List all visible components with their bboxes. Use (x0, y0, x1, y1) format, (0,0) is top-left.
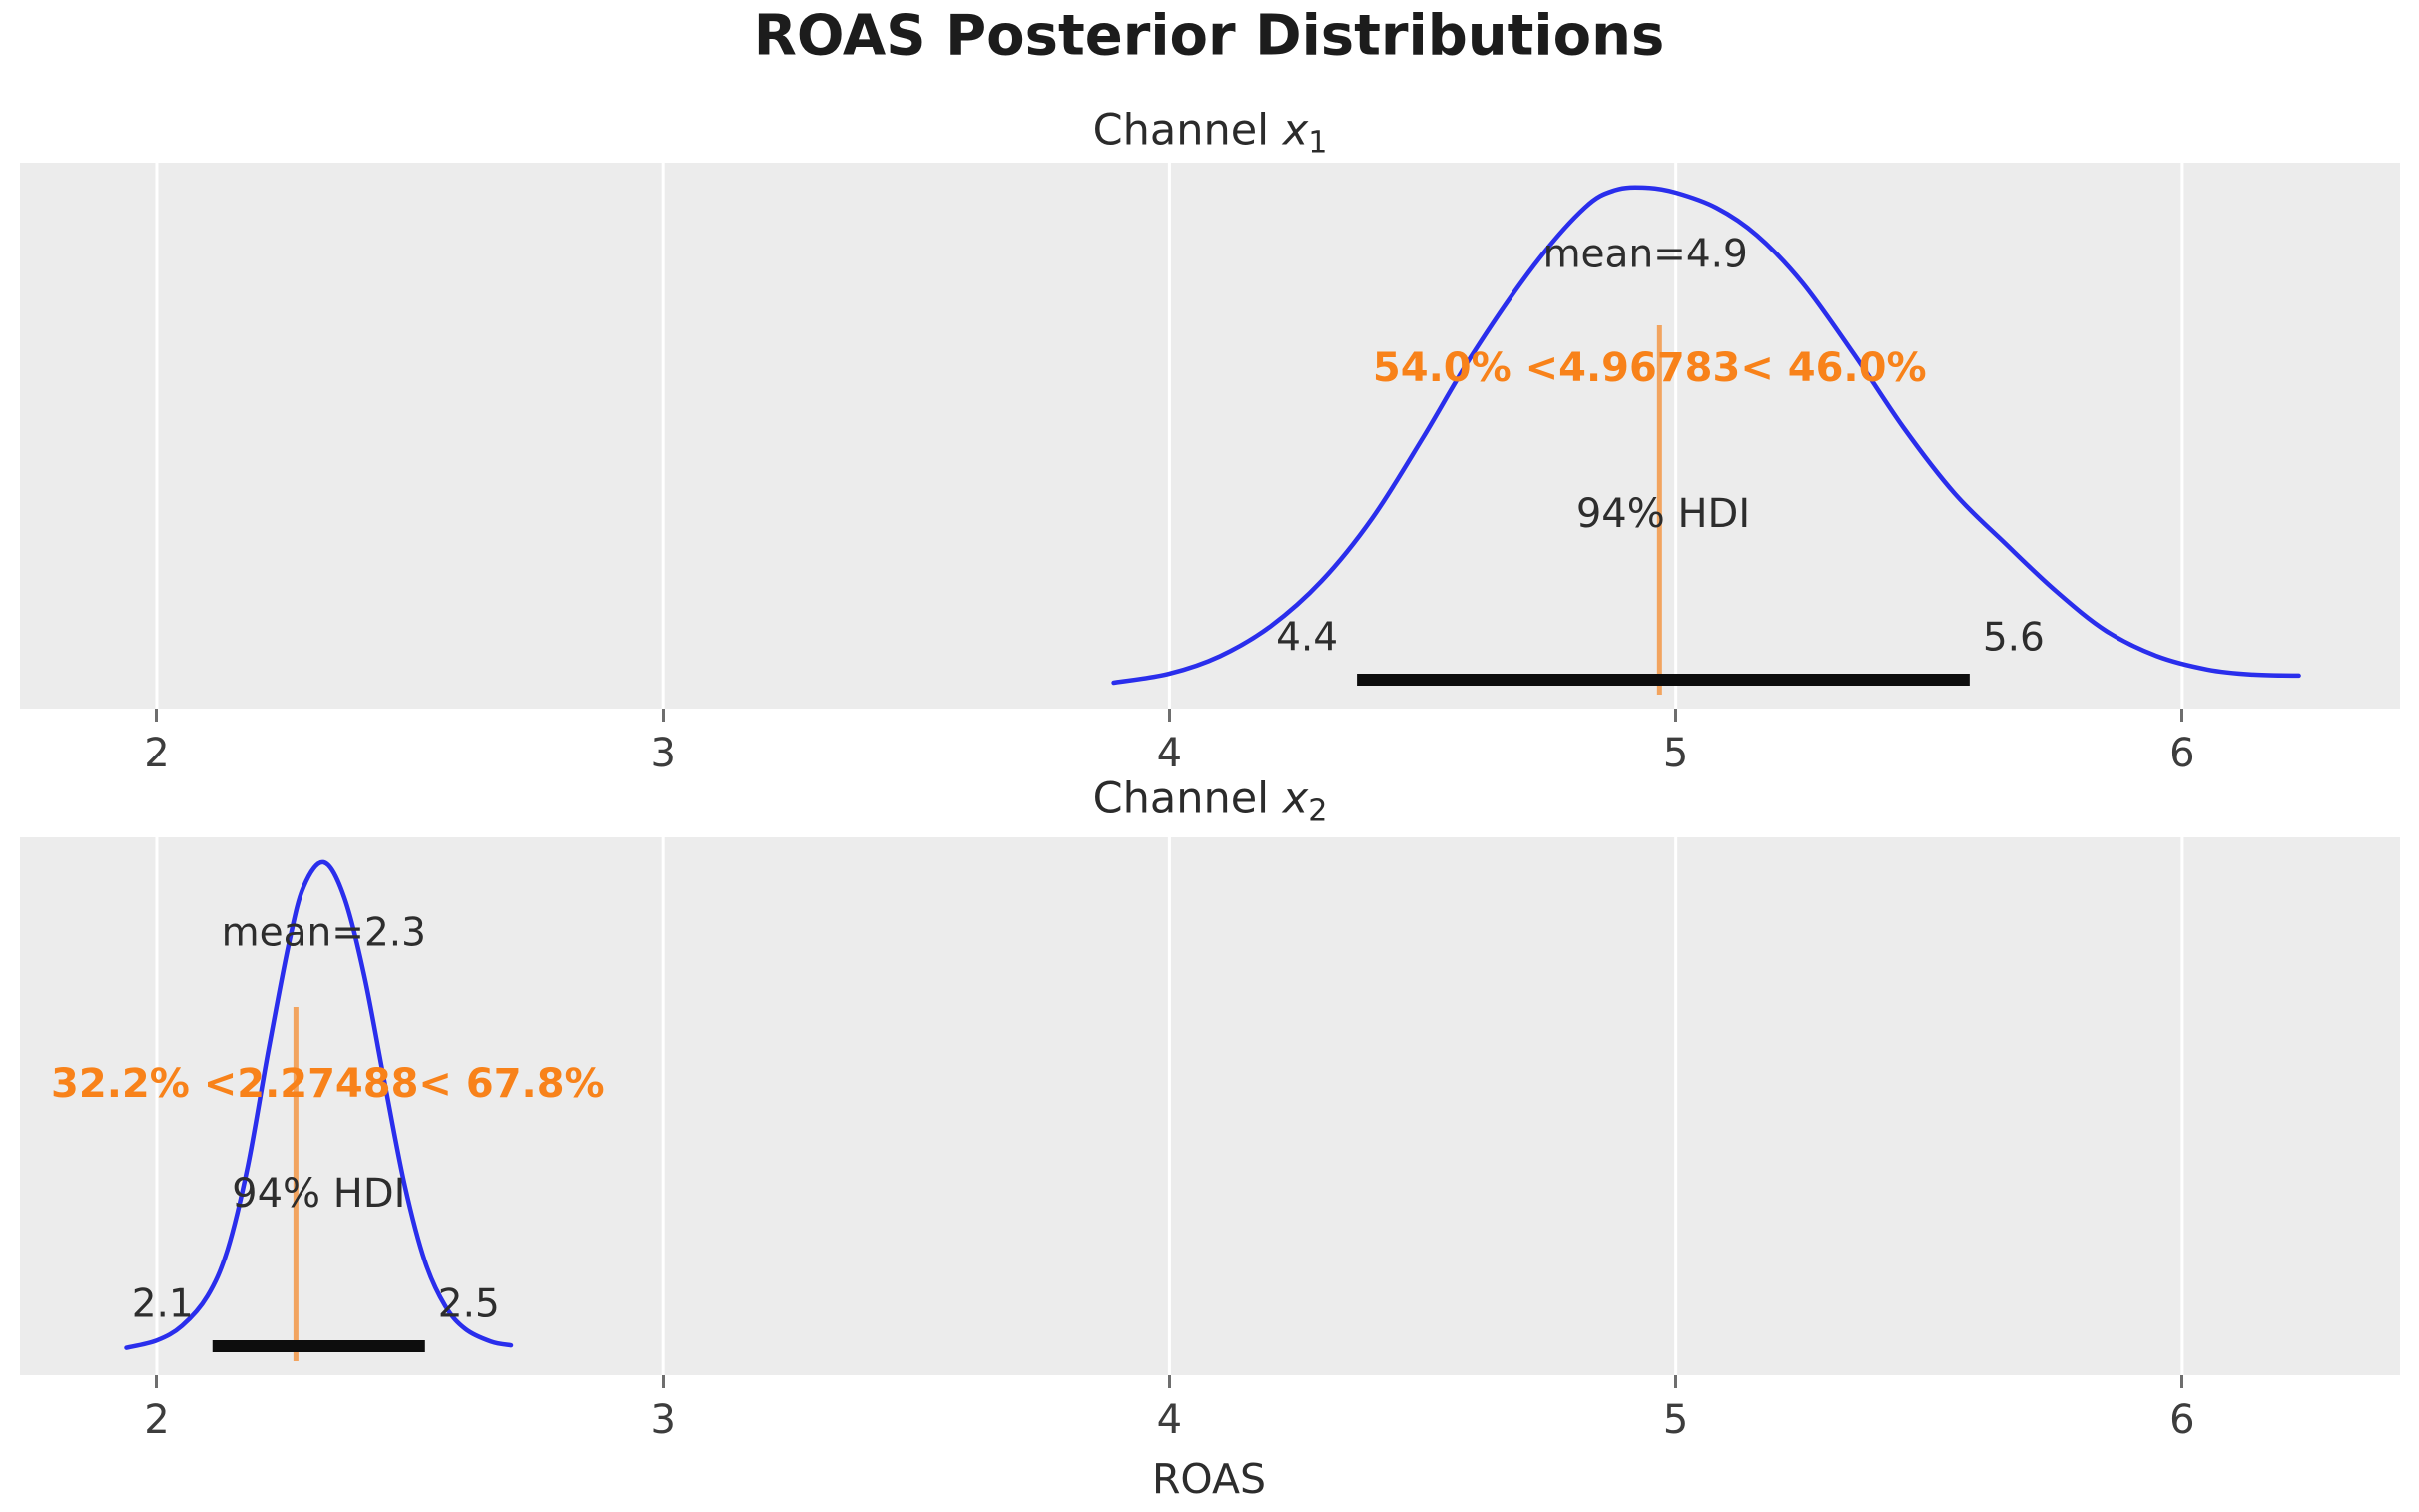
x-tick-label: 6 (2169, 731, 2195, 776)
x-tick-label: 5 (1662, 731, 1689, 776)
x-tick-label: 3 (650, 1397, 676, 1443)
subplot-title-x2: Channel x2 (1093, 774, 1328, 829)
x-axis-title: ROAS (1151, 1455, 1267, 1503)
kde-curve (1111, 185, 2301, 686)
plot-area-x1: mean=4.9 54.0% <4.96783< 46.0% 94% HDI 4… (20, 163, 2400, 709)
x-tick-mark (2180, 1375, 2184, 1388)
x-tick-mark (155, 1375, 159, 1388)
kde-curve (124, 859, 514, 1350)
x-tick-mark (1167, 709, 1171, 722)
hdi-annotation: 94% HDI (1575, 491, 1751, 537)
kde-canvas (124, 837, 2184, 1375)
subplot-title-subscript: 1 (1308, 125, 1328, 161)
mean-annotation: mean=2.3 (221, 910, 426, 956)
x-tick-mark (661, 1375, 665, 1388)
x-tick-label: 2 (144, 1397, 170, 1443)
subplot-title-prefix: Channel (1092, 105, 1283, 156)
x-tick-mark (1674, 1375, 1678, 1388)
subplot-title-variable: x (1282, 773, 1309, 824)
hdi-annotation: 94% HDI (232, 1171, 406, 1217)
plot-area-x2: mean=2.3 32.2% <2.27488< 67.8% 94% HDI 2… (20, 837, 2400, 1375)
x-tick-label: 2 (144, 731, 170, 776)
x-tick-mark (155, 709, 159, 722)
hdi-lower-value: 2.1 (131, 1281, 194, 1327)
x-tick-label: 6 (2169, 1397, 2195, 1443)
x-tick-label: 3 (650, 731, 676, 776)
subplot-title-x1: Channel x1 (1093, 106, 1328, 161)
x-tick-mark (1167, 1375, 1171, 1388)
ref-value-annotation: 32.2% <2.27488< 67.8% (51, 1061, 605, 1107)
ref-value-annotation: 54.0% <4.96783< 46.0% (1372, 345, 1927, 391)
x-tick-label: 4 (1156, 731, 1183, 776)
x-tick-mark (661, 709, 665, 722)
mean-annotation: mean=4.9 (1542, 232, 1748, 277)
x-tick-label: 4 (1156, 1397, 1183, 1443)
figure-title: ROAS Posterior Distributions (753, 3, 1665, 69)
subplot-title-prefix: Channel (1092, 773, 1283, 824)
kde-canvas (155, 163, 2301, 709)
x-tick-label: 5 (1662, 1397, 1689, 1443)
x-tick-mark (1674, 709, 1678, 722)
hdi-upper-value: 2.5 (437, 1281, 500, 1327)
hdi-upper-value: 5.6 (1982, 615, 2045, 661)
x-tick-mark (2180, 709, 2184, 722)
hdi-lower-value: 4.4 (1276, 615, 1339, 661)
subplot-title-variable: x (1282, 105, 1309, 156)
subplot-title-subscript: 2 (1308, 793, 1328, 829)
